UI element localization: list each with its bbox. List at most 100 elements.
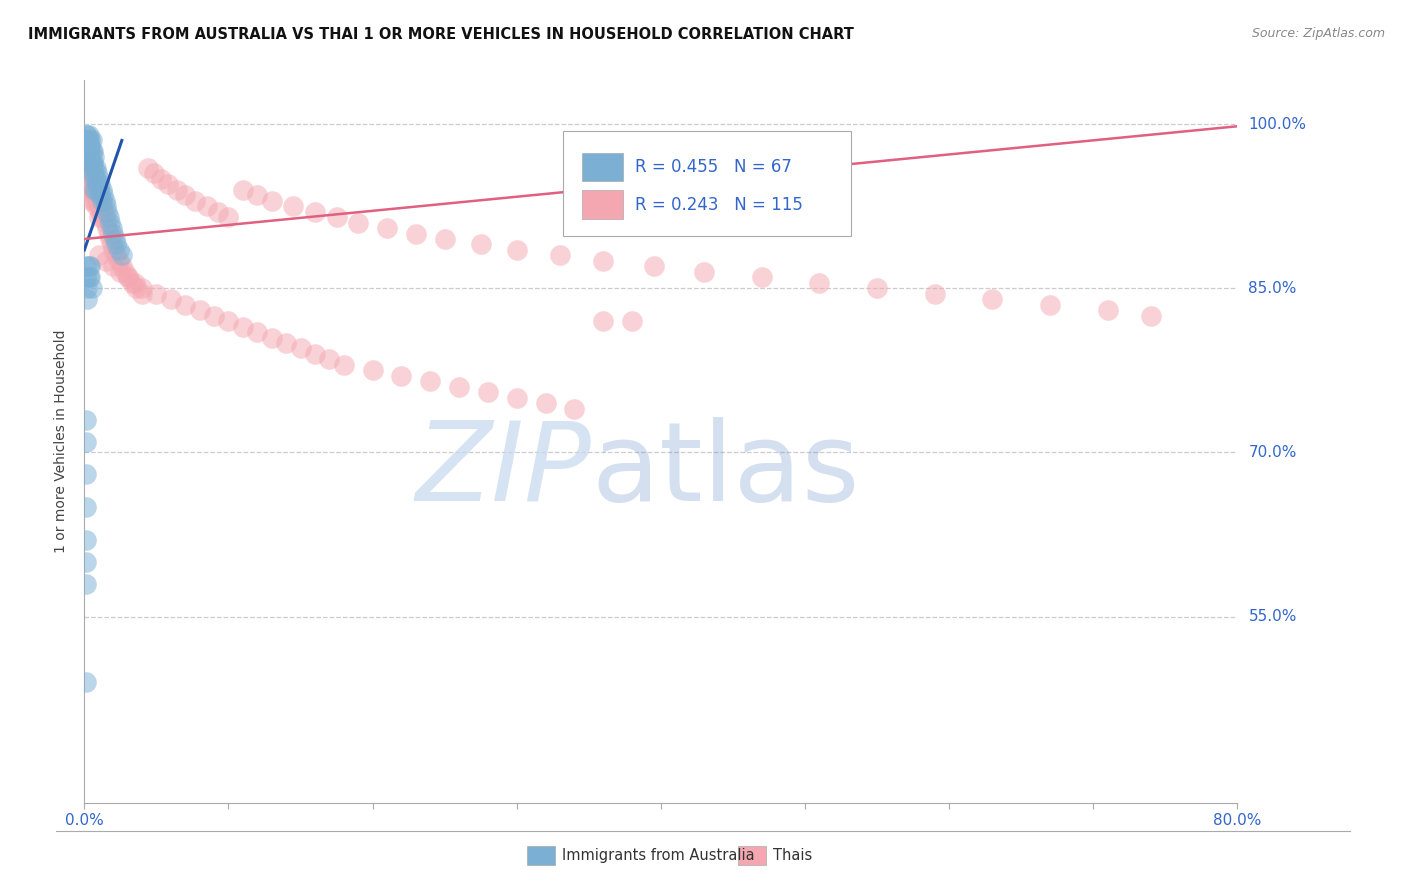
Point: [564, 401, 586, 416]
Point: [246, 325, 269, 339]
Point: [405, 227, 427, 241]
Point: [188, 303, 211, 318]
Point: [1140, 309, 1163, 323]
Point: [83, 150, 105, 164]
Point: [75, 145, 97, 159]
Point: [103, 260, 124, 274]
Point: [100, 221, 122, 235]
Text: Thais: Thais: [773, 848, 813, 863]
Point: [75, 500, 97, 515]
Point: [83, 183, 105, 197]
Point: [76, 145, 98, 159]
Point: [82, 145, 104, 159]
Point: [246, 188, 269, 202]
Point: [96, 221, 118, 235]
Point: [477, 385, 499, 400]
Point: [83, 171, 105, 186]
Point: [110, 265, 132, 279]
Point: [75, 467, 97, 482]
Text: 100.0%: 100.0%: [1249, 117, 1306, 131]
Point: [924, 286, 946, 301]
Point: [97, 227, 120, 241]
Point: [75, 577, 97, 591]
Point: [114, 265, 136, 279]
Point: [100, 237, 122, 252]
Point: [195, 199, 218, 213]
Point: [76, 281, 98, 295]
Point: [117, 270, 139, 285]
Point: [318, 352, 340, 367]
Point: [260, 194, 283, 208]
Point: [84, 199, 107, 213]
Point: [117, 270, 139, 285]
Point: [80, 281, 103, 295]
Point: [93, 210, 115, 224]
Point: [75, 533, 97, 547]
Point: [304, 347, 326, 361]
FancyBboxPatch shape: [562, 131, 851, 235]
Text: 55.0%: 55.0%: [1249, 609, 1296, 624]
Point: [207, 204, 229, 219]
Point: [94, 253, 117, 268]
Point: [174, 188, 197, 202]
Point: [84, 171, 107, 186]
Point: [90, 183, 112, 197]
Point: [76, 150, 98, 164]
Point: [260, 330, 283, 344]
Point: [751, 270, 773, 285]
Text: R = 0.243   N = 115: R = 0.243 N = 115: [636, 195, 803, 213]
Point: [121, 276, 143, 290]
Text: IMMIGRANTS FROM AUSTRALIA VS THAI 1 OR MORE VEHICLES IN HOUSEHOLD CORRELATION CH: IMMIGRANTS FROM AUSTRALIA VS THAI 1 OR M…: [28, 27, 853, 42]
Point: [76, 128, 98, 142]
Point: [79, 260, 101, 274]
Point: [77, 128, 100, 142]
Point: [87, 171, 110, 186]
Point: [87, 183, 110, 197]
Point: [89, 178, 111, 192]
Text: Source: ZipAtlas.com: Source: ZipAtlas.com: [1251, 27, 1385, 40]
Point: [419, 374, 441, 388]
Point: [76, 292, 98, 306]
Point: [283, 199, 305, 213]
Point: [218, 314, 240, 328]
Point: [75, 675, 97, 690]
Bar: [582, 153, 623, 181]
Point: [105, 248, 128, 262]
Point: [77, 183, 100, 197]
Point: [76, 161, 98, 175]
Point: [166, 183, 188, 197]
Point: [80, 194, 103, 208]
Point: [449, 380, 471, 394]
Point: [86, 194, 108, 208]
Point: [375, 221, 398, 235]
Point: [77, 270, 100, 285]
Point: [104, 232, 127, 246]
Point: [77, 150, 100, 164]
Point: [79, 145, 101, 159]
Point: [75, 555, 97, 569]
Point: [83, 194, 105, 208]
Point: [82, 155, 104, 169]
Point: [156, 178, 179, 192]
Point: [276, 336, 298, 351]
Point: [108, 243, 131, 257]
Point: [202, 309, 225, 323]
Point: [91, 188, 114, 202]
Point: [75, 434, 97, 449]
Point: [75, 161, 97, 175]
Point: [111, 260, 134, 274]
Point: [82, 188, 104, 202]
Point: [105, 237, 128, 252]
Point: [79, 166, 101, 180]
Point: [76, 171, 98, 186]
Point: [93, 194, 115, 208]
Point: [693, 265, 716, 279]
Point: [808, 276, 831, 290]
Point: [84, 183, 107, 197]
Point: [84, 178, 107, 192]
Point: [347, 216, 370, 230]
Point: [87, 188, 110, 202]
Point: [80, 161, 103, 175]
Point: [87, 199, 110, 213]
Point: [75, 133, 97, 147]
